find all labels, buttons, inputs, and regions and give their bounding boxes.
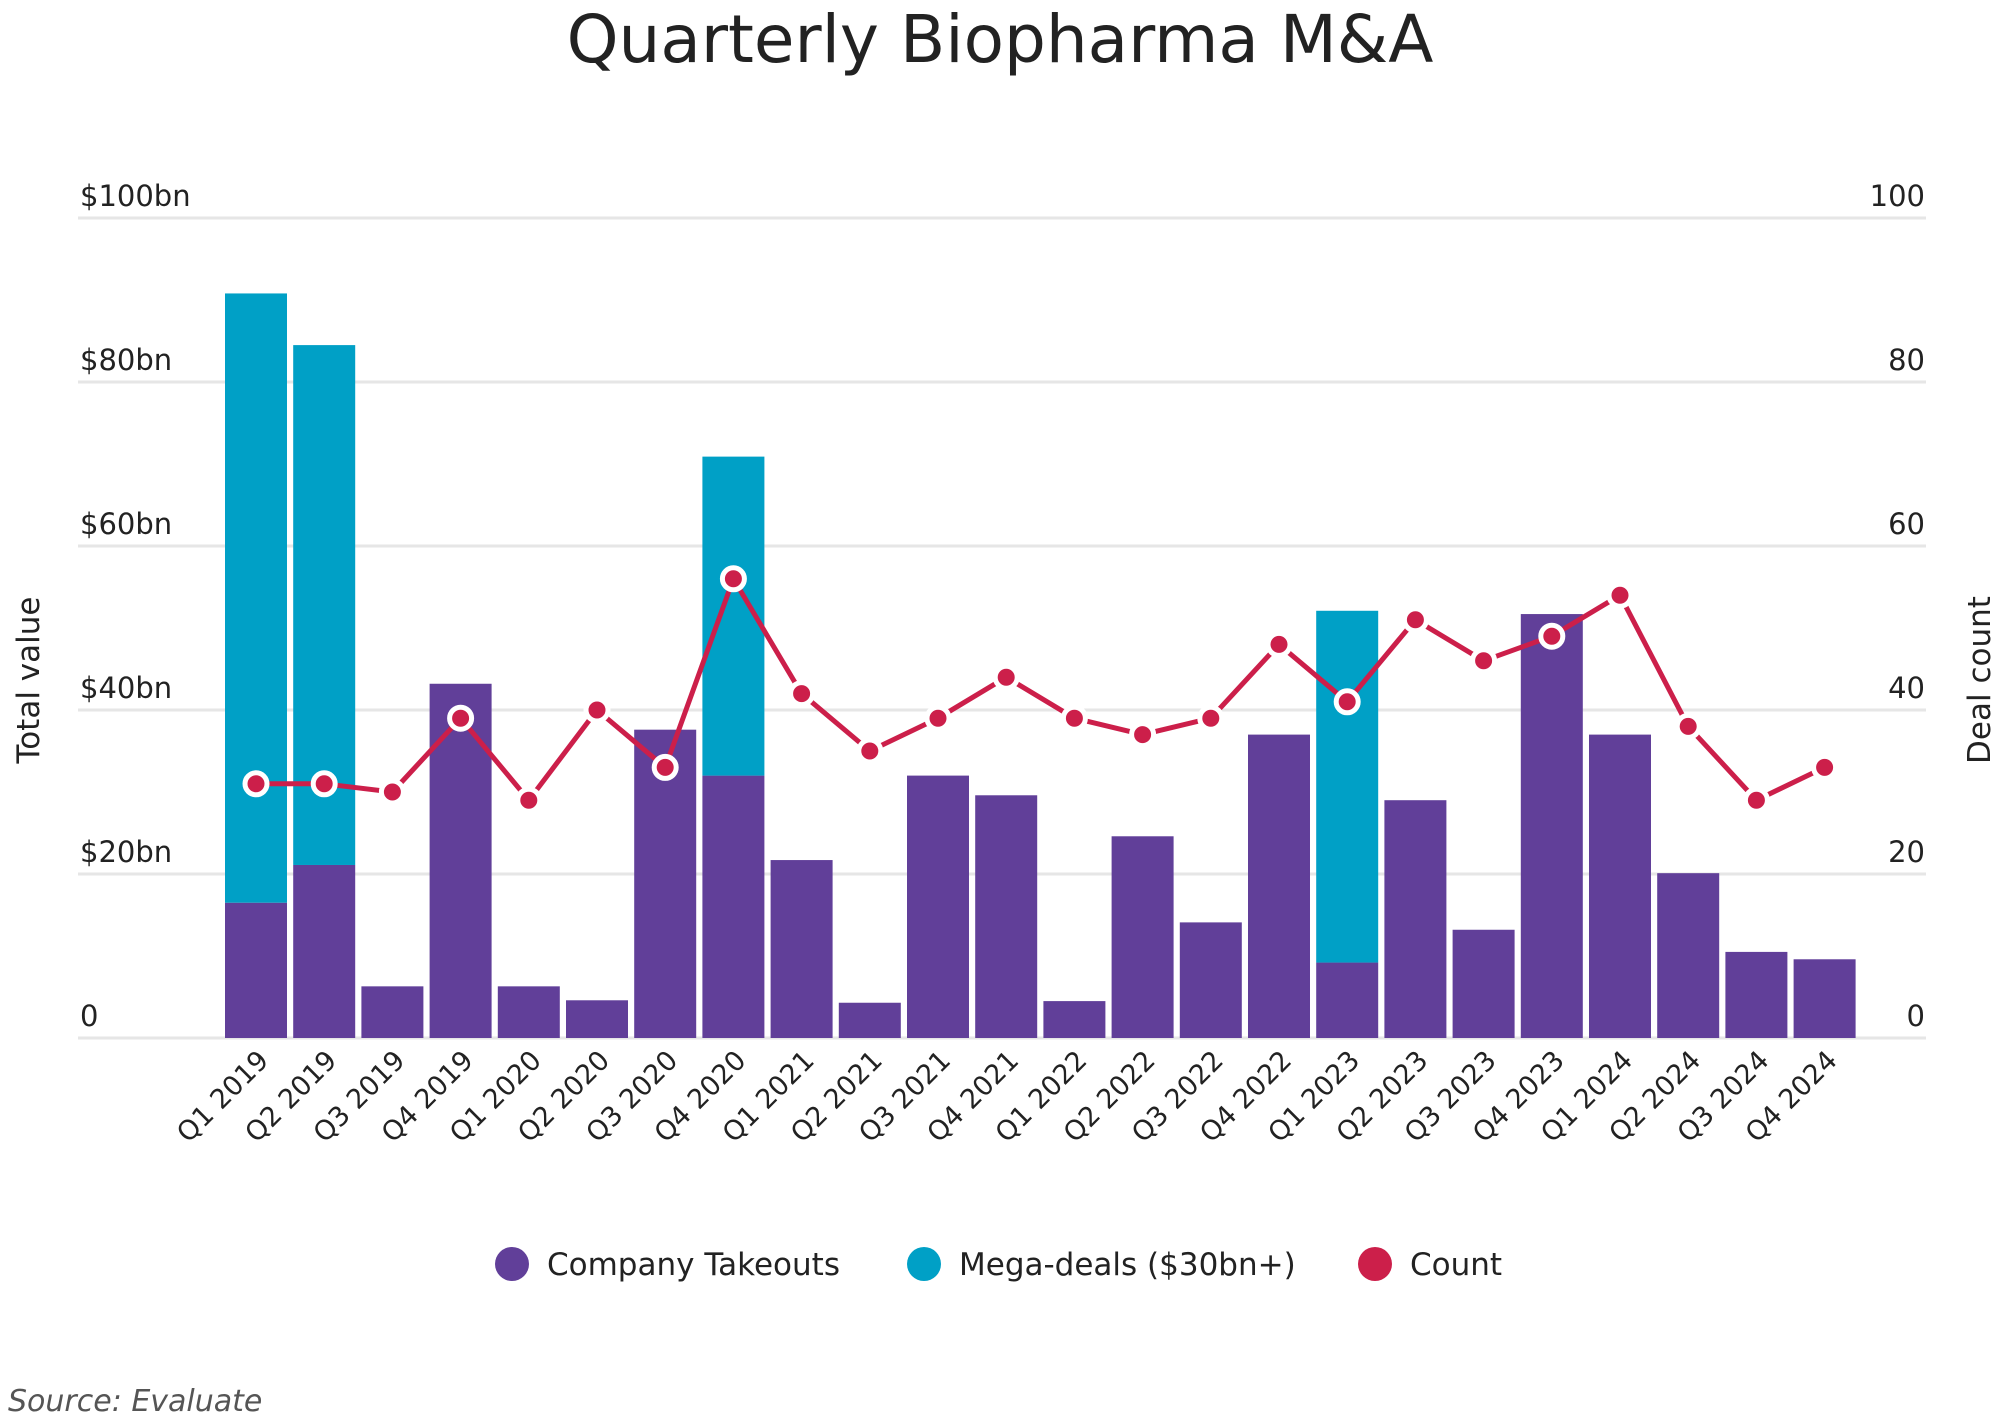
y2-axis-title: Deal count [1962, 596, 1998, 764]
bar-company-takeouts [1179, 922, 1242, 1038]
bar-company-takeouts [907, 775, 969, 1038]
bar-company-takeouts [1043, 1001, 1106, 1038]
count-point [378, 778, 406, 806]
y-axis-left: 0 $20bn $40bn $60bn $80bn $100bn [80, 179, 191, 1033]
count-point [924, 704, 952, 732]
legend: Company Takeouts Mega-deals ($30bn+) Count [495, 1247, 1502, 1283]
count-point [515, 786, 543, 814]
bar-mega-deals-30bn [225, 293, 287, 903]
bar-company-takeouts [1589, 734, 1651, 1038]
legend-label: Mega-deals ($30bn+) [959, 1247, 1296, 1283]
bar-company-takeouts [975, 795, 1038, 1038]
count-point [1060, 704, 1088, 732]
count-point [1742, 786, 1770, 814]
legend-item: Company Takeouts [495, 1247, 840, 1283]
bar-company-takeouts [702, 775, 765, 1038]
y-tick-label: 0 [80, 999, 98, 1033]
y2-tick-label: 20 [1888, 835, 1925, 869]
count-point [1811, 753, 1839, 781]
bar-company-takeouts [1316, 962, 1379, 1038]
count-point [1129, 721, 1157, 749]
y-tick-label: $60bn [80, 507, 172, 541]
y-tick-label: $20bn [80, 835, 172, 869]
bars [225, 293, 1856, 1038]
legend-label: Company Takeouts [547, 1247, 840, 1283]
count-point [242, 770, 270, 798]
count-point [1538, 622, 1566, 650]
y2-tick-label: 100 [1870, 179, 1925, 213]
legend-label: Count [1410, 1247, 1502, 1283]
source-note: Source: Evaluate [8, 1384, 262, 1419]
count-point [1606, 581, 1634, 609]
count-point [1674, 712, 1702, 740]
bar-company-takeouts [838, 1002, 901, 1038]
legend-swatch-mega-deals-30bn [907, 1247, 941, 1281]
count-line [242, 565, 1839, 814]
y-tick-label: $80bn [80, 343, 172, 377]
y-axis-right: 0 20 40 60 80 100 [1870, 179, 1925, 1033]
count-point [992, 663, 1020, 691]
y2-tick-label: 0 [1907, 999, 1925, 1033]
count-point [1265, 630, 1293, 658]
count-point [310, 770, 338, 798]
y-tick-label: $100bn [80, 179, 191, 213]
bar-company-takeouts [1725, 951, 1788, 1038]
bar-company-takeouts [634, 729, 697, 1038]
bar-company-takeouts [1248, 734, 1310, 1038]
bar-company-takeouts [429, 683, 492, 1038]
legend-swatch-company-takeouts [495, 1247, 529, 1281]
y-tick-label: $40bn [80, 671, 172, 705]
bar-company-takeouts [566, 1000, 628, 1038]
bar-company-takeouts [1793, 959, 1856, 1038]
bar-company-takeouts [225, 902, 287, 1038]
y2-tick-label: 40 [1888, 671, 1925, 705]
count-point [1401, 606, 1429, 634]
legend-swatch-count [1358, 1247, 1392, 1281]
bar-company-takeouts [1657, 873, 1720, 1038]
legend-item: Count [1358, 1247, 1502, 1283]
count-point [583, 696, 611, 724]
bar-company-takeouts [293, 864, 356, 1038]
y2-tick-label: 60 [1888, 507, 1925, 541]
count-point [1197, 704, 1225, 732]
y2-tick-label: 80 [1888, 343, 1925, 377]
bar-company-takeouts [1384, 800, 1447, 1038]
count-point [856, 737, 884, 765]
bar-company-takeouts [1111, 836, 1174, 1038]
bar-company-takeouts [497, 986, 560, 1038]
legend-item: Mega-deals ($30bn+) [907, 1247, 1296, 1283]
count-point [719, 565, 747, 593]
bar-company-takeouts [1452, 929, 1515, 1038]
count-point [447, 704, 475, 732]
count-point [1470, 647, 1498, 675]
bar-company-takeouts [1520, 614, 1583, 1038]
chart-title: Quarterly Biopharma M&A [567, 1, 1434, 78]
count-point [788, 680, 816, 708]
bar-mega-deals-30bn [1316, 610, 1379, 963]
y-axis-title: Total value [11, 597, 47, 765]
count-point [1333, 688, 1361, 716]
bar-company-takeouts [361, 986, 424, 1038]
bar-company-takeouts [770, 860, 833, 1038]
count-point [651, 753, 679, 781]
